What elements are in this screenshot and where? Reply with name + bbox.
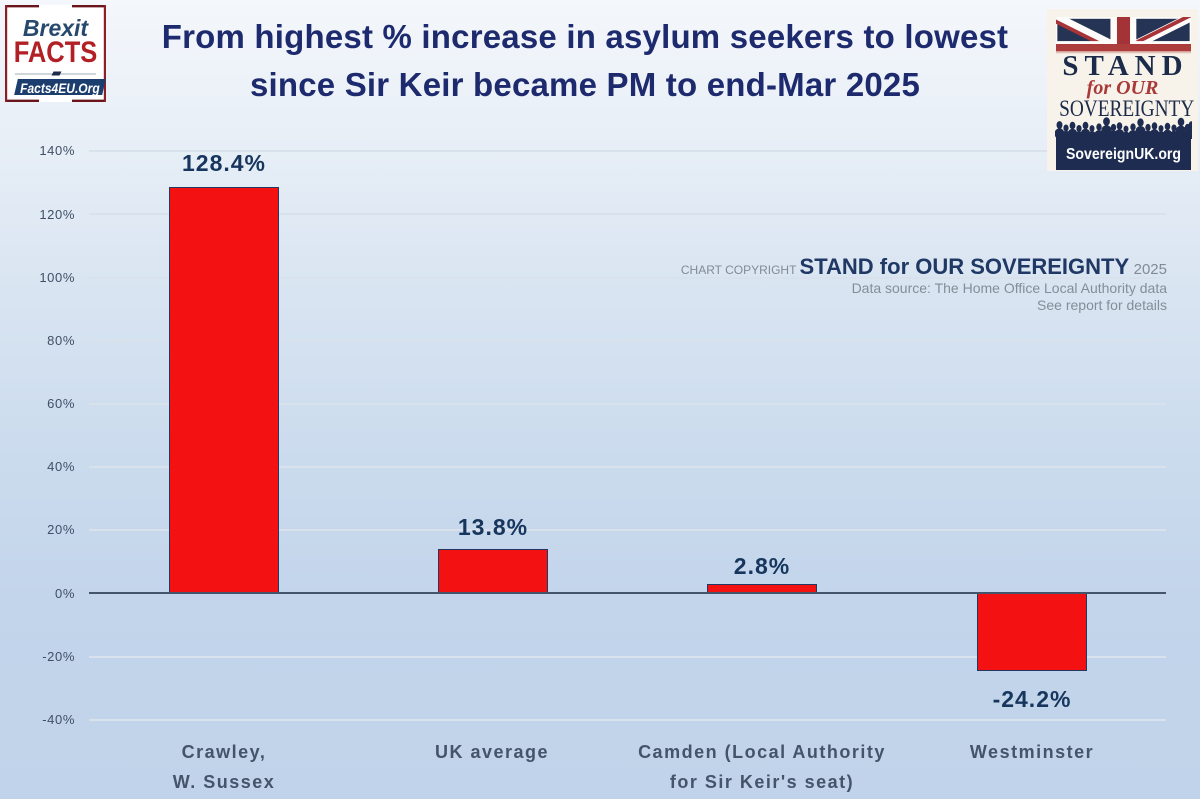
svg-text:SovereignUK.org: SovereignUK.org xyxy=(1066,146,1181,163)
